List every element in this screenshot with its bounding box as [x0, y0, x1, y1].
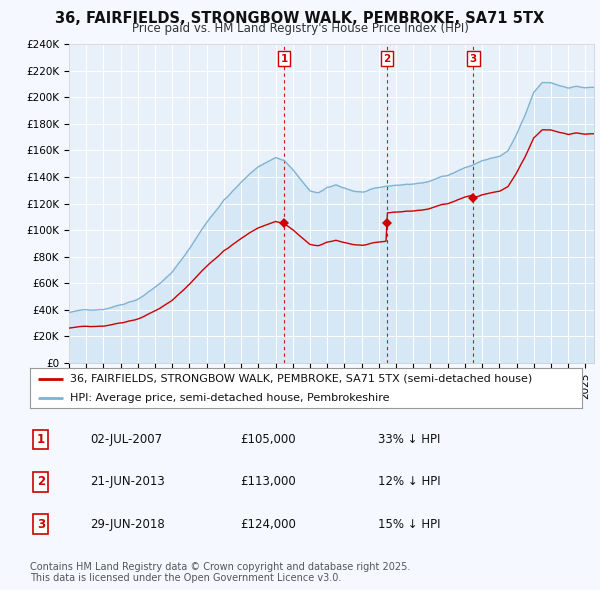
Text: 12% ↓ HPI: 12% ↓ HPI: [378, 476, 440, 489]
Text: 2: 2: [37, 476, 45, 489]
Text: 36, FAIRFIELDS, STRONGBOW WALK, PEMBROKE, SA71 5TX: 36, FAIRFIELDS, STRONGBOW WALK, PEMBROKE…: [55, 11, 545, 25]
Text: HPI: Average price, semi-detached house, Pembrokeshire: HPI: Average price, semi-detached house,…: [70, 394, 389, 403]
Text: This data is licensed under the Open Government Licence v3.0.: This data is licensed under the Open Gov…: [30, 573, 341, 584]
Text: 02-JUL-2007: 02-JUL-2007: [90, 433, 162, 446]
Text: 3: 3: [470, 54, 477, 64]
Text: £124,000: £124,000: [240, 518, 296, 531]
Text: 2: 2: [383, 54, 391, 64]
Text: 36, FAIRFIELDS, STRONGBOW WALK, PEMBROKE, SA71 5TX (semi-detached house): 36, FAIRFIELDS, STRONGBOW WALK, PEMBROKE…: [70, 374, 532, 384]
Text: 1: 1: [37, 433, 45, 446]
Text: 21-JUN-2013: 21-JUN-2013: [90, 476, 165, 489]
Text: 29-JUN-2018: 29-JUN-2018: [90, 518, 165, 531]
Text: 15% ↓ HPI: 15% ↓ HPI: [378, 518, 440, 531]
Text: Contains HM Land Registry data © Crown copyright and database right 2025.: Contains HM Land Registry data © Crown c…: [30, 562, 410, 572]
Text: £113,000: £113,000: [240, 476, 296, 489]
Text: Price paid vs. HM Land Registry's House Price Index (HPI): Price paid vs. HM Land Registry's House …: [131, 22, 469, 35]
Text: £105,000: £105,000: [240, 433, 296, 446]
Text: 1: 1: [281, 54, 288, 64]
Text: 33% ↓ HPI: 33% ↓ HPI: [378, 433, 440, 446]
Text: 3: 3: [37, 518, 45, 531]
